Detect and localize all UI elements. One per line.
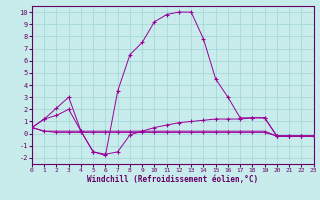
X-axis label: Windchill (Refroidissement éolien,°C): Windchill (Refroidissement éolien,°C) [87, 175, 258, 184]
